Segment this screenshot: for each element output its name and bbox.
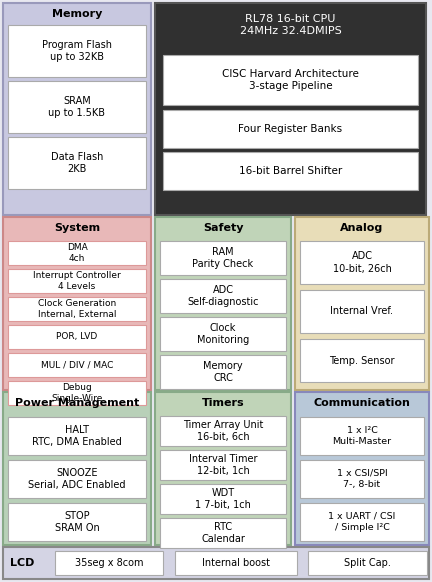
Text: HALT
RTC, DMA Enabled: HALT RTC, DMA Enabled: [32, 425, 122, 447]
Bar: [55, 551, 163, 575]
Text: System: System: [54, 223, 100, 233]
Bar: [8, 381, 146, 405]
Text: Split Cap.: Split Cap.: [344, 558, 391, 568]
Bar: [155, 3, 426, 215]
Text: DMA
4ch: DMA 4ch: [67, 243, 87, 263]
Text: RAM
Parity Check: RAM Parity Check: [192, 247, 254, 269]
Bar: [8, 460, 146, 498]
Bar: [155, 392, 291, 545]
Bar: [8, 325, 146, 349]
Text: Timers: Timers: [202, 398, 245, 408]
Bar: [300, 241, 424, 284]
Text: 1 x CSI/SPI
7-, 8-bit: 1 x CSI/SPI 7-, 8-bit: [337, 469, 388, 489]
Text: Timer Array Unit
16-bit, 6ch: Timer Array Unit 16-bit, 6ch: [183, 420, 263, 442]
Bar: [300, 417, 424, 455]
Bar: [160, 416, 286, 446]
Text: RTC
Calendar: RTC Calendar: [201, 522, 245, 544]
Bar: [3, 217, 151, 390]
Text: Communication: Communication: [314, 398, 410, 408]
Text: MUL / DIV / MAC: MUL / DIV / MAC: [41, 360, 113, 370]
Text: Program Flash
up to 32KB: Program Flash up to 32KB: [42, 40, 112, 62]
Bar: [160, 317, 286, 351]
Text: SRAM
up to 1.5KB: SRAM up to 1.5KB: [48, 96, 105, 118]
Text: POR, LVD: POR, LVD: [56, 332, 98, 342]
Text: Memory
CRC: Memory CRC: [203, 361, 243, 383]
Bar: [8, 269, 146, 293]
Bar: [8, 25, 146, 77]
Bar: [163, 55, 418, 105]
Text: SNOOZE
Serial, ADC Enabled: SNOOZE Serial, ADC Enabled: [28, 468, 126, 490]
Text: Four Register Banks: Four Register Banks: [238, 124, 343, 134]
Bar: [160, 241, 286, 275]
Text: 35seg x 8com: 35seg x 8com: [75, 558, 143, 568]
Bar: [300, 503, 424, 541]
Bar: [160, 355, 286, 389]
Text: STOP
SRAM On: STOP SRAM On: [54, 511, 99, 533]
Text: RL78 16-bit CPU
24MHz 32.4DMIPS: RL78 16-bit CPU 24MHz 32.4DMIPS: [240, 14, 341, 36]
Text: ADC
10-bit, 26ch: ADC 10-bit, 26ch: [333, 251, 391, 274]
Bar: [3, 547, 429, 579]
Bar: [295, 217, 429, 390]
Bar: [8, 297, 146, 321]
Bar: [8, 417, 146, 455]
Bar: [300, 290, 424, 333]
Bar: [8, 137, 146, 189]
Bar: [8, 81, 146, 133]
Bar: [163, 152, 418, 190]
Text: 1 x UART / CSI
/ Simple I²C: 1 x UART / CSI / Simple I²C: [328, 512, 396, 532]
Text: Memory: Memory: [52, 9, 102, 19]
Text: Analog: Analog: [340, 223, 384, 233]
Bar: [160, 518, 286, 548]
Bar: [3, 3, 151, 215]
Text: Internal Vref.: Internal Vref.: [330, 307, 394, 317]
Bar: [295, 392, 429, 545]
Text: LCD: LCD: [10, 558, 34, 568]
Text: Interrupt Controller
4 Levels: Interrupt Controller 4 Levels: [33, 271, 121, 291]
Text: ADC
Self-diagnostic: ADC Self-diagnostic: [187, 285, 259, 307]
Text: CISC Harvard Architecture
3-stage Pipeline: CISC Harvard Architecture 3-stage Pipeli…: [222, 69, 359, 91]
Text: Safety: Safety: [203, 223, 243, 233]
Bar: [160, 484, 286, 514]
Text: Temp. Sensor: Temp. Sensor: [329, 356, 395, 365]
Bar: [160, 450, 286, 480]
Bar: [8, 241, 146, 265]
Text: Power Management: Power Management: [15, 398, 139, 408]
Bar: [3, 392, 151, 545]
Bar: [163, 110, 418, 148]
Bar: [8, 503, 146, 541]
Bar: [300, 460, 424, 498]
Bar: [160, 279, 286, 313]
Text: Internal boost: Internal boost: [202, 558, 270, 568]
Text: Data Flash
2KB: Data Flash 2KB: [51, 152, 103, 174]
Bar: [8, 353, 146, 377]
Bar: [300, 339, 424, 382]
Text: WDT
1 7-bit, 1ch: WDT 1 7-bit, 1ch: [195, 488, 251, 510]
Text: Debug
Single-Wire: Debug Single-Wire: [51, 383, 103, 403]
Bar: [155, 217, 291, 390]
Text: Interval Timer
12-bit, 1ch: Interval Timer 12-bit, 1ch: [189, 454, 257, 476]
Text: 16-bit Barrel Shifter: 16-bit Barrel Shifter: [239, 166, 342, 176]
Bar: [175, 551, 297, 575]
Text: Clock Generation
Internal, External: Clock Generation Internal, External: [38, 299, 116, 319]
Text: Clock
Monitoring: Clock Monitoring: [197, 323, 249, 345]
Bar: [308, 551, 427, 575]
Text: 1 x I²C
Multi-Master: 1 x I²C Multi-Master: [333, 426, 391, 446]
